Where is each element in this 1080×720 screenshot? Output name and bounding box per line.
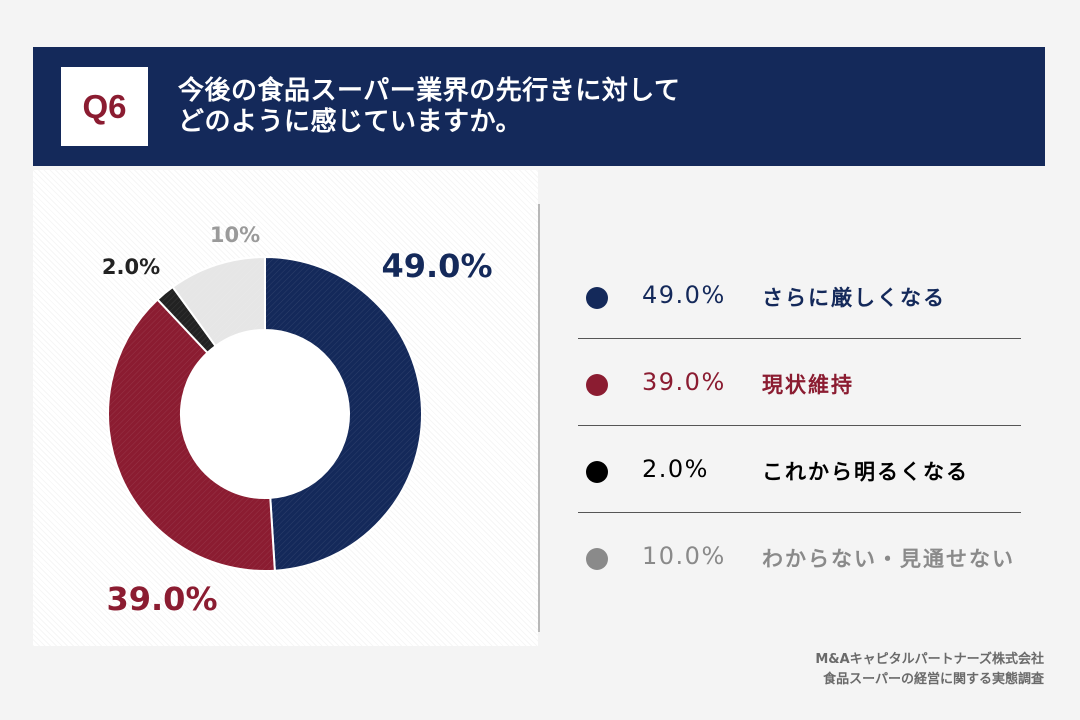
slice-unknown-texture [172,257,265,347]
source-company: M&Aキャピタルパートナーズ株式会社 [815,652,1044,667]
slice-label-3: 2.0% [102,255,160,279]
legend-label: これから明るくなる [762,460,969,484]
legend-dot-grey [586,548,608,570]
question-header: Q6 今後の食品スーパー業界の先行きに対して どのように感じていますか。 [33,47,1045,166]
slice-harsher-texture [265,257,422,571]
slice-brighter-texture [157,286,216,353]
source-survey: 食品スーパーの経営に関する実態調査 [823,672,1044,687]
legend-row-harsher: 49.0% さらに厳しくなる [578,252,1021,339]
slice-label-1: 49.0% [381,247,492,285]
legend-percent: 39.0% [642,368,726,396]
legend-label: 現状維持 [762,373,854,397]
legend-percent: 10.0% [642,542,726,570]
vertical-divider [538,204,540,632]
source-credit: M&Aキャピタルパートナーズ株式会社 食品スーパーの経営に関する実態調査 [815,650,1044,690]
donut-hole [182,331,348,497]
legend-label: さらに厳しくなる [762,286,946,310]
legend-row-unknown: 10.0% わからない・見通せない [578,513,1021,600]
question-title-line-2: どのように感じていますか。 [178,107,522,137]
legend: 49.0% さらに厳しくなる 39.0% 現状維持 2.0% これから明るくなる… [578,252,1021,600]
legend-percent: 49.0% [642,281,726,309]
legend-dot-crimson [586,374,608,396]
slice-label-2: 39.0% [106,580,217,618]
legend-label: わからない・見通せない [762,547,1015,571]
slice-label-4: 10% [210,223,260,247]
legend-dot-navy [586,287,608,309]
legend-row-status-quo: 39.0% 現状維持 [578,339,1021,426]
legend-row-brighter: 2.0% これから明るくなる [578,426,1021,513]
question-number-badge: Q6 [61,67,148,146]
legend-dot-black [586,461,608,483]
legend-percent: 2.0% [642,455,709,483]
question-title: 今後の食品スーパー業界の先行きに対して どのように感じていますか。 [178,76,680,138]
question-title-line-1: 今後の食品スーパー業界の先行きに対して [178,76,681,106]
slice-status-quo-texture [107,299,275,571]
